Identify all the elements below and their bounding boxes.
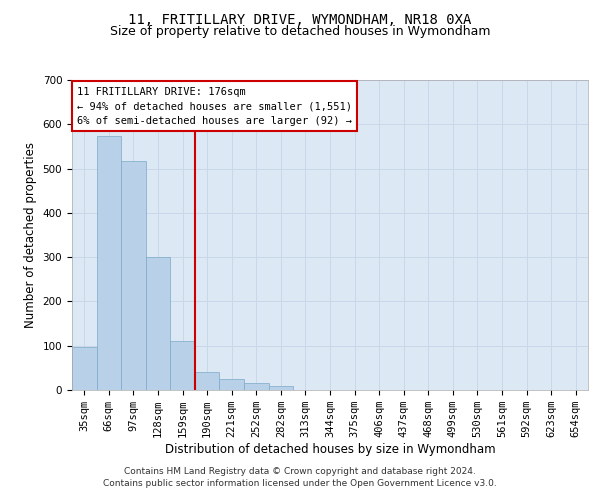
Bar	[244, 384, 269, 390]
Bar	[72, 348, 97, 390]
X-axis label: Distribution of detached houses by size in Wymondham: Distribution of detached houses by size …	[164, 443, 496, 456]
Y-axis label: Number of detached properties: Number of detached properties	[24, 142, 37, 328]
Bar	[170, 342, 195, 390]
Bar	[220, 379, 244, 390]
Bar	[97, 136, 121, 390]
Text: 11 FRITILLARY DRIVE: 176sqm
← 94% of detached houses are smaller (1,551)
6% of s: 11 FRITILLARY DRIVE: 176sqm ← 94% of det…	[77, 86, 352, 126]
Bar	[269, 386, 293, 390]
Bar	[121, 161, 146, 390]
Text: 11, FRITILLARY DRIVE, WYMONDHAM, NR18 0XA: 11, FRITILLARY DRIVE, WYMONDHAM, NR18 0X…	[128, 12, 472, 26]
Text: Size of property relative to detached houses in Wymondham: Size of property relative to detached ho…	[110, 25, 490, 38]
Text: Contains HM Land Registry data © Crown copyright and database right 2024.
Contai: Contains HM Land Registry data © Crown c…	[103, 466, 497, 487]
Bar	[195, 372, 220, 390]
Bar	[146, 257, 170, 390]
